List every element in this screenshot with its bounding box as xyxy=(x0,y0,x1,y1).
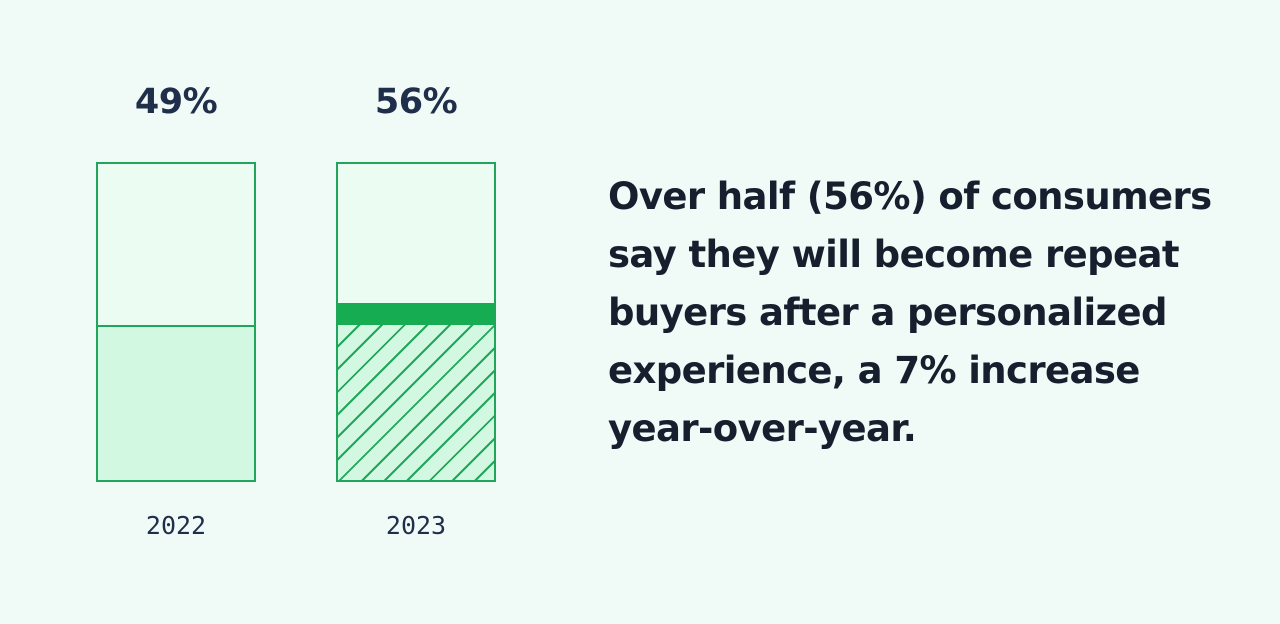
bar-2022 xyxy=(96,162,256,482)
year-label-2022: 2022 xyxy=(145,511,207,540)
value-label-2022: 49% xyxy=(134,82,218,122)
value-label-2023: 56% xyxy=(374,82,458,122)
bar-fill-2022 xyxy=(98,325,254,480)
bar-2023 xyxy=(336,162,496,482)
bar-fill-increase xyxy=(338,303,494,325)
caption-text: Over half (56%) of consumers say they wi… xyxy=(608,175,1212,450)
bar-fill-previous-hatched xyxy=(338,325,494,480)
year-label-2023: 2023 xyxy=(385,511,447,540)
